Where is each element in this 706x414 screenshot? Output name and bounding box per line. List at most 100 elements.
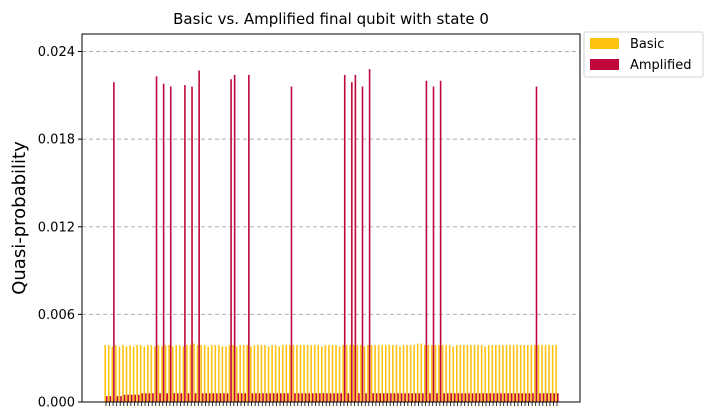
bar-amplified: [482, 393, 485, 402]
bar-amplified: [265, 393, 268, 402]
bar-amplified: [414, 393, 417, 402]
bar-basic: [491, 345, 494, 402]
bar-amplified: [535, 86, 538, 402]
bar-basic: [161, 346, 163, 402]
bar-basic: [384, 345, 387, 402]
bar-amplified: [493, 393, 495, 402]
bar-amplified: [223, 393, 225, 402]
bar-amplified: [439, 80, 442, 402]
bar-basic: [505, 345, 508, 402]
y-ticks: 0.000 0.006 0.012 0.018 0.024: [38, 45, 82, 411]
bar-amplified: [379, 393, 382, 402]
bar-amplified: [507, 393, 509, 402]
bar-amplified: [549, 393, 552, 402]
bar-basic: [495, 345, 497, 402]
bar-basic: [289, 345, 291, 402]
bar-amplified: [248, 74, 250, 402]
bar-basic: [125, 346, 128, 402]
bar-amplified: [454, 393, 456, 402]
bar-basic: [551, 345, 554, 402]
bar-basic: [541, 345, 543, 402]
bar-basic: [406, 345, 408, 402]
bar-amplified: [308, 393, 311, 402]
bar-basic: [459, 345, 462, 402]
bar-amplified: [457, 393, 460, 402]
bar-amplified: [145, 393, 147, 402]
bar-amplified: [184, 85, 186, 403]
bar-amplified: [368, 69, 371, 403]
bar-amplified: [354, 74, 357, 402]
bar-basic: [186, 345, 188, 402]
bar-amplified: [372, 393, 374, 402]
bar-amplified: [290, 86, 293, 402]
bar-amplified: [510, 393, 513, 402]
bar-amplified: [418, 393, 421, 402]
bar-basic: [122, 345, 124, 402]
bar-amplified: [500, 393, 502, 402]
bar-amplified: [422, 393, 424, 402]
bar-amplified: [155, 76, 158, 402]
bar-basic: [147, 345, 149, 402]
bar-amplified: [485, 393, 488, 402]
bar-basic: [370, 345, 373, 402]
bar-amplified: [429, 393, 431, 402]
bar-amplified: [109, 396, 112, 402]
bar-amplified: [361, 86, 364, 402]
bar-basic: [107, 345, 110, 402]
bar-basic: [498, 345, 501, 402]
bar-basic: [388, 345, 391, 402]
bar-basic: [420, 343, 423, 402]
bar-amplified: [326, 393, 328, 402]
bar-basic: [250, 346, 252, 402]
bar-basic: [274, 345, 277, 402]
bar-amplified: [343, 74, 346, 402]
bar-amplified: [322, 393, 325, 402]
bar-basic: [335, 345, 337, 402]
bar-amplified: [276, 393, 279, 402]
bar-basic: [129, 345, 131, 402]
bar-basic: [281, 345, 284, 402]
bar-basic: [473, 345, 476, 402]
bar-basic: [303, 345, 305, 402]
bar-basic: [164, 345, 167, 402]
bar-amplified: [116, 396, 119, 402]
bar-basic: [466, 345, 469, 402]
bar-basic: [267, 346, 270, 402]
bar-basic: [512, 345, 515, 402]
bar-amplified: [407, 393, 410, 402]
bar-amplified: [113, 82, 115, 402]
bar-basic: [534, 345, 536, 402]
bars: [104, 69, 559, 403]
bar-basic: [555, 345, 557, 402]
bar-basic: [271, 345, 273, 402]
bar-basic: [189, 345, 192, 402]
bar-amplified: [411, 393, 413, 402]
bar-amplified: [475, 393, 477, 402]
bar-amplified: [194, 393, 197, 402]
bar-amplified: [240, 393, 243, 402]
bar-amplified: [141, 393, 144, 402]
bar-amplified: [169, 86, 172, 402]
bar-basic: [519, 345, 522, 402]
bar-amplified: [244, 393, 247, 402]
bar-amplified: [461, 393, 463, 402]
bar-basic: [257, 345, 259, 402]
bar-amplified: [216, 393, 218, 402]
bar-basic: [516, 345, 518, 402]
bar-basic: [392, 345, 394, 402]
y-tick-label: 0.000: [38, 396, 75, 411]
bar-amplified: [397, 393, 399, 402]
y-axis-label: Quasi-probability: [9, 141, 30, 295]
bar-basic: [331, 345, 334, 402]
legend-label-amplified: Amplified: [630, 58, 691, 73]
bar-basic: [548, 345, 550, 402]
bar-basic: [395, 345, 398, 402]
bar-amplified: [446, 393, 449, 402]
bar-basic: [242, 345, 245, 402]
bar-amplified: [539, 393, 541, 402]
bar-basic: [502, 345, 504, 402]
bar-basic: [111, 346, 114, 402]
bar-basic: [292, 345, 295, 402]
bar-amplified: [283, 393, 286, 402]
